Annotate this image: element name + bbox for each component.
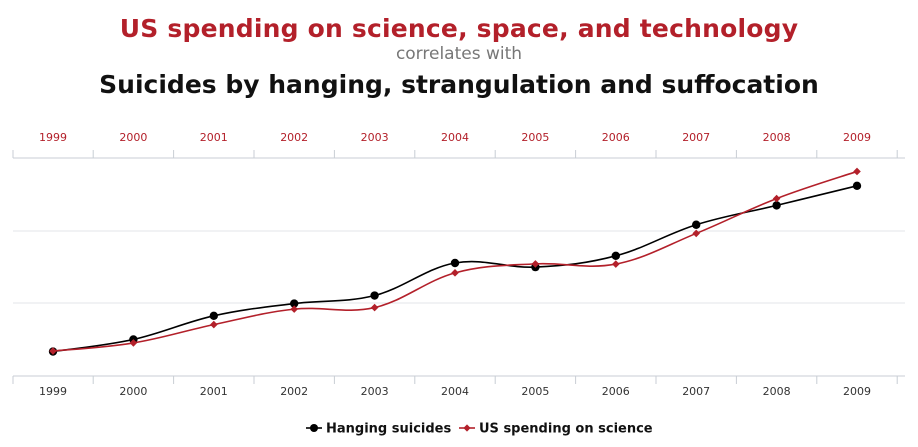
data-point	[692, 229, 700, 238]
data-point	[852, 181, 862, 191]
bottom-tick-label: 2004	[441, 385, 469, 398]
top-tick-label: 2005	[521, 131, 549, 144]
series-line	[52, 185, 858, 353]
bottom-tick-label: 2006	[602, 385, 630, 398]
tick-labels: 1999 1999 2000 2000 2001 2001 2002 2002 2003 2003…	[39, 131, 871, 398]
legend: Hanging suicides US spending on science	[306, 422, 653, 437]
chart-subtitle: correlates with	[395, 44, 523, 64]
chart-title-2: Suicides by hanging, strangulation and s…	[99, 70, 819, 99]
top-tick-label: 2009	[843, 131, 871, 144]
bottom-tick-label: 2002	[280, 385, 308, 398]
legend-item[interactable]: US spending on science	[459, 422, 653, 437]
data-point	[210, 320, 218, 329]
top-tick-label: 2003	[361, 131, 389, 144]
data-point	[370, 303, 379, 312]
bottom-tick-label: 2001	[200, 385, 228, 398]
data-point	[772, 194, 781, 203]
data-point	[370, 291, 379, 300]
data-point	[451, 269, 459, 277]
data-point	[772, 201, 781, 210]
legend-label: US spending on science	[479, 422, 653, 437]
top-tick-label: 2000	[119, 131, 147, 144]
data-point	[692, 220, 701, 229]
series-layer	[48, 167, 862, 356]
top-tick-label: 2006	[602, 131, 630, 144]
top-tick-label: 2008	[763, 131, 791, 144]
data-point	[611, 251, 620, 261]
data-point	[49, 347, 57, 355]
bottom-tick-label: 2007	[682, 385, 710, 398]
bottom-tick-label: 2008	[763, 385, 791, 398]
legend-marker	[463, 424, 471, 432]
bottom-tick-label: 2005	[521, 385, 549, 398]
grid	[12, 150, 905, 384]
top-tick-label: 2007	[682, 131, 710, 144]
data-point	[129, 339, 138, 347]
top-tick-label: 2004	[441, 131, 469, 144]
data-point	[853, 167, 861, 176]
series-us-spending	[49, 167, 861, 355]
top-tick-label: 2002	[280, 131, 308, 144]
legend-marker	[310, 424, 318, 432]
top-tick-label: 2001	[200, 131, 228, 144]
data-point	[531, 260, 540, 268]
bottom-tick-label: 2000	[119, 385, 147, 398]
data-point	[612, 260, 620, 268]
series-hanging-suicides	[48, 181, 862, 356]
data-point	[450, 258, 460, 268]
top-tick-label: 1999	[39, 131, 67, 144]
bottom-tick-label: 2003	[361, 385, 389, 398]
chart-title: US spending on science, space, and techn…	[119, 14, 799, 43]
legend-label: Hanging suicides	[326, 422, 451, 437]
data-point	[290, 299, 299, 308]
legend-item[interactable]: Hanging suicides	[306, 422, 451, 437]
bottom-tick-label: 2009	[843, 385, 871, 398]
data-point	[290, 305, 298, 313]
bottom-tick-label: 1999	[39, 385, 67, 398]
data-point	[209, 311, 218, 320]
